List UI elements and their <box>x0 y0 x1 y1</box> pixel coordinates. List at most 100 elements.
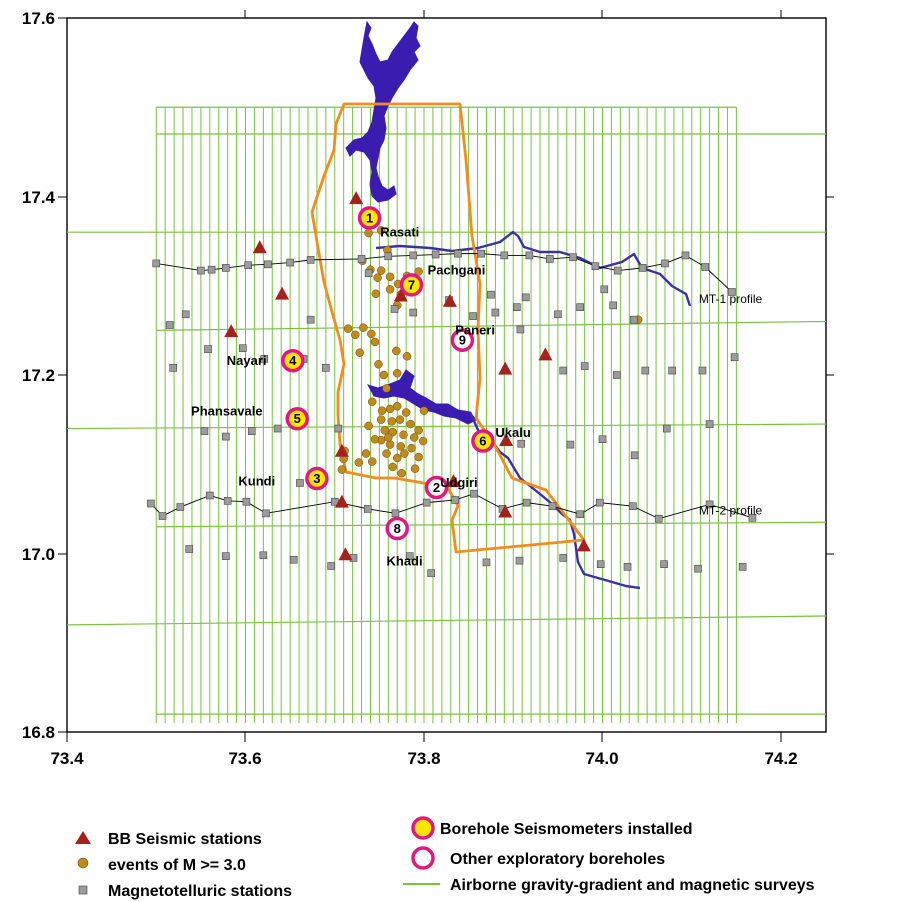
legend-other-label: Other exploratory boreholes <box>450 851 665 868</box>
event-marker <box>374 360 383 369</box>
event-marker <box>370 337 380 347</box>
bb-station-marker <box>538 347 553 361</box>
legend-bb-label: BB Seismic stations <box>108 831 262 848</box>
tie-line <box>156 320 827 331</box>
mt-station-marker <box>222 264 230 272</box>
mt-station-marker <box>598 435 607 444</box>
place-label: Pachgani <box>428 263 486 278</box>
place-labels: Rasati Pachgani Paneri Nayari Phansavale Ukal… <box>191 224 531 568</box>
event-marker <box>376 415 386 424</box>
mt-station-marker <box>668 366 676 375</box>
event-marker <box>373 273 382 282</box>
place-label: Khadi <box>387 554 423 569</box>
mt-station-marker <box>222 552 230 560</box>
event-marker <box>402 352 412 361</box>
borehole-number: 6 <box>479 434 486 449</box>
mt-station-marker <box>334 424 343 433</box>
event-marker <box>354 458 364 467</box>
event-marker <box>382 384 391 393</box>
bb-station-marker <box>499 433 514 447</box>
mt-station-marker <box>244 261 252 270</box>
bb-station-marker <box>334 494 349 508</box>
mt-station-marker <box>147 499 155 508</box>
event-marker <box>396 442 406 451</box>
event-marker <box>385 440 395 449</box>
place-label: Paneri <box>455 322 495 337</box>
legend-bb-triangle-icon <box>75 831 91 844</box>
event-marker <box>337 465 347 474</box>
mt-station-marker <box>289 555 298 564</box>
x-tick-label: 74.2 <box>764 749 797 768</box>
borehole-number: 9 <box>459 333 466 348</box>
mt-station-marker <box>629 315 638 324</box>
legend-installed-label: Borehole Seismometers installed <box>440 821 693 838</box>
mt-station-marker <box>748 513 757 522</box>
event-marker <box>367 457 377 466</box>
event-marker <box>397 468 406 478</box>
bb-station-marker <box>349 191 364 205</box>
event-marker <box>406 419 415 429</box>
y-tick-label: 16.8 <box>22 723 55 742</box>
reservoir-north <box>345 20 421 203</box>
mt-station-marker <box>158 512 167 520</box>
y-tick-label: 17.4 <box>22 188 56 207</box>
event-marker <box>392 368 402 378</box>
event-marker <box>377 406 387 415</box>
mt-station-marker <box>176 503 185 511</box>
borehole-installed-marker <box>357 206 382 230</box>
mt-station-marker <box>559 366 568 375</box>
event-marker <box>361 449 371 458</box>
event-marker <box>399 430 408 440</box>
mt-station-marker <box>576 303 584 311</box>
mt-station-marker <box>576 510 584 519</box>
mt-station-marker <box>566 440 575 449</box>
mt-station-marker <box>623 563 632 571</box>
event-marker <box>385 272 395 282</box>
legend-mt-square-icon <box>78 885 88 895</box>
place-label: Udgiri <box>440 475 478 490</box>
mt-station-marker <box>491 308 500 317</box>
bb-station-marker <box>498 361 513 375</box>
bb-station-marker <box>393 288 408 302</box>
mt-station-marker <box>405 552 414 560</box>
borehole-number: 3 <box>313 471 320 486</box>
mt-station-marker <box>554 310 562 319</box>
event-marker <box>376 226 386 235</box>
mt-station-marker <box>206 491 214 500</box>
event-marker <box>355 348 364 357</box>
mt-station-marker <box>470 489 478 498</box>
event-marker <box>414 426 423 435</box>
mt-station-marker <box>638 264 647 272</box>
borehole-number: 4 <box>289 353 297 368</box>
mt-station-marker <box>273 424 282 433</box>
magnetotelluric-stations <box>147 249 757 577</box>
event-marker <box>351 330 360 340</box>
mt-station-marker <box>600 285 609 294</box>
mt-station-marker <box>698 366 707 375</box>
event-marker <box>379 370 389 380</box>
mt-station-marker <box>596 560 605 569</box>
mt-station-marker <box>517 439 526 448</box>
borehole-other-marker <box>385 516 409 541</box>
x-tick-label: 74.0 <box>585 749 618 768</box>
mt-station-marker <box>591 262 600 270</box>
mt-station-marker <box>482 558 491 567</box>
mt-station-marker <box>451 496 460 504</box>
mt-station-marker <box>286 258 294 267</box>
mt-station-marker <box>630 451 639 460</box>
profile-label: MT-1 profile <box>699 292 763 306</box>
mt-station-marker <box>204 345 212 353</box>
tie-line <box>66 423 827 430</box>
bb-seismic-stations <box>224 191 591 561</box>
mt-station-marker <box>546 255 554 263</box>
tie-line <box>66 615 827 626</box>
place-label: Kundi <box>238 473 275 488</box>
mt-station-marker <box>612 371 621 379</box>
mt-station-marker <box>200 427 209 436</box>
event-marker <box>407 443 416 453</box>
mt-station-marker <box>500 251 509 260</box>
event-marker <box>376 266 386 275</box>
y-axis: 17.6 17.4 17.2 17.0 16.8 <box>22 9 834 742</box>
mt-station-marker <box>629 502 637 510</box>
profile-labels: MT-1 profile MT-2 profile <box>699 292 763 518</box>
